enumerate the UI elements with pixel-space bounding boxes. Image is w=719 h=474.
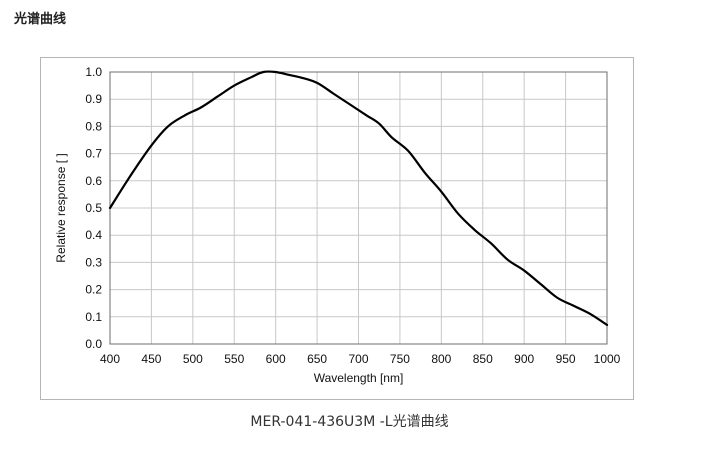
y-tick-label: 0.3 [85, 255, 102, 269]
x-tick-label: 850 [473, 352, 493, 366]
chart-caption: MER-041-436U3M -L光谱曲线 [250, 414, 449, 430]
y-tick-label: 0.6 [85, 174, 102, 188]
x-tick-label: 450 [141, 352, 161, 366]
spectral-response-chart: 0.0 0.1 0.2 0.3 0.4 0.5 0.6 0.7 0.8 0.9 1.0 400 450… [54, 65, 621, 385]
x-tick-label: 700 [348, 352, 368, 366]
y-tick-label: 0.9 [85, 92, 102, 106]
spectral-response-line [108, 70, 609, 327]
y-tick-label: 0.4 [85, 228, 102, 242]
y-tick-label: 0.1 [85, 310, 102, 324]
x-tick-label: 750 [390, 352, 410, 366]
y-tick-label: 1.0 [85, 65, 102, 79]
x-tick-label: 500 [183, 352, 203, 366]
x-tick-label: 950 [556, 352, 576, 366]
y-tick-label: 0.5 [85, 201, 102, 215]
x-tick-label: 650 [307, 352, 327, 366]
grid-layer [109, 71, 608, 345]
x-tick-label: 800 [431, 352, 451, 366]
x-tick-labels: 400 450 500 550 600 650 700 750 800 850 900 950 1000 [100, 352, 621, 366]
y-tick-label: 0.8 [85, 119, 102, 133]
y-axis-label: Relative response [ ] [54, 153, 68, 262]
x-tick-label: 550 [224, 352, 244, 366]
chart-frame: 0.0 0.1 0.2 0.3 0.4 0.5 0.6 0.7 0.8 0.9 1.0 400 450… [40, 57, 634, 400]
y-tick-label: 0.2 [85, 283, 102, 297]
x-tick-label: 1000 [594, 352, 621, 366]
y-tick-labels: 0.0 0.1 0.2 0.3 0.4 0.5 0.6 0.7 0.8 0.9 1.0 [85, 65, 102, 351]
section-heading: 光谱曲线 [14, 12, 67, 27]
x-axis-label: Wavelength [nm] [314, 371, 404, 385]
x-tick-label: 400 [100, 352, 120, 366]
x-tick-label: 900 [514, 352, 534, 366]
y-tick-label: 0.7 [85, 147, 102, 161]
y-tick-label: 0.0 [85, 337, 102, 351]
x-tick-label: 600 [266, 352, 286, 366]
